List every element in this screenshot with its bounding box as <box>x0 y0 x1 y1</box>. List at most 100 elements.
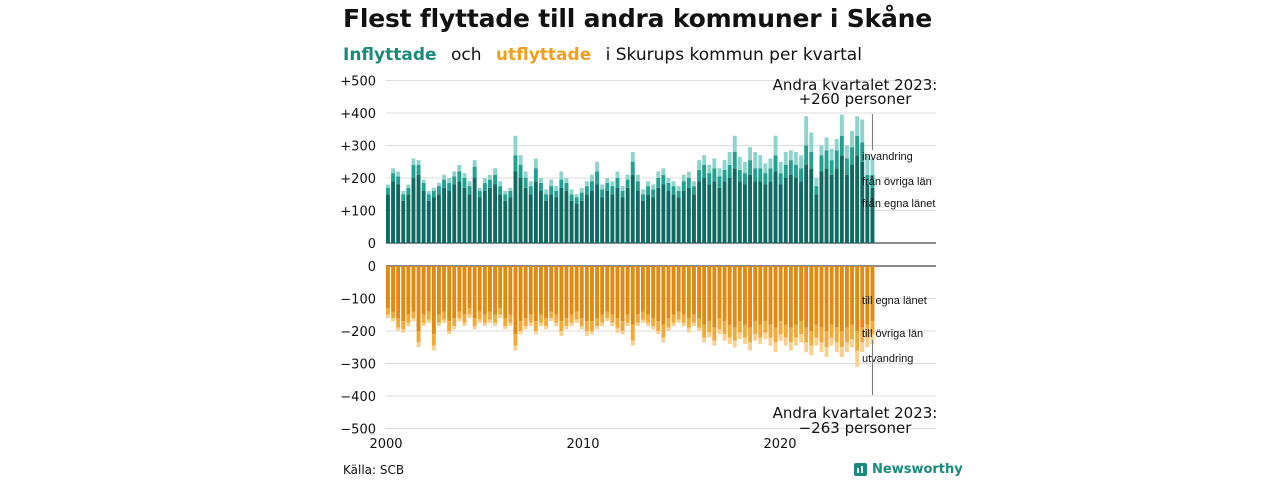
bar-in-0 <box>447 191 452 243</box>
bar-in-2 <box>421 179 426 183</box>
bar-out-1 <box>574 311 579 320</box>
bar-in-1 <box>630 161 635 175</box>
bar-in-1 <box>646 186 650 195</box>
bar-in-2 <box>758 155 763 169</box>
series-label: utvandring <box>862 353 913 365</box>
bar-out-0 <box>590 266 594 322</box>
bar-out-2 <box>447 331 452 335</box>
bar-in-0 <box>406 194 411 243</box>
bar-out-2 <box>702 337 707 343</box>
bar-in-0 <box>477 197 482 243</box>
bar-in-0 <box>533 181 538 243</box>
source-note: Källa: SCB <box>343 463 405 477</box>
bar-out-0 <box>477 266 482 312</box>
bar-in-1 <box>533 168 538 182</box>
bar-out-2 <box>416 342 421 348</box>
bar-in-2 <box>396 171 401 177</box>
bar-in-1 <box>457 171 462 182</box>
bar-in-1 <box>753 168 758 182</box>
bar-in-0 <box>426 200 431 243</box>
bar-out-0 <box>676 266 681 312</box>
bar-out-0 <box>467 266 472 309</box>
bar-in-2 <box>482 178 487 183</box>
bar-out-0 <box>783 266 788 325</box>
bar-out-1 <box>396 318 401 328</box>
bar-in-2 <box>559 171 564 180</box>
series-label: från övriga län <box>862 176 932 188</box>
bar-in-1 <box>579 192 584 201</box>
bar-out-2 <box>544 326 548 330</box>
bar-out-0 <box>533 266 538 322</box>
bar-in-2 <box>554 186 559 191</box>
bar-in-2 <box>748 147 752 161</box>
bar-out-0 <box>508 266 513 315</box>
bar-in-2 <box>870 158 875 175</box>
bar-in-0 <box>620 197 625 243</box>
bar-in-2 <box>819 145 824 156</box>
bar-in-1 <box>788 160 793 175</box>
bar-in-0 <box>584 194 589 243</box>
bar-in-0 <box>452 184 457 243</box>
bar-in-0 <box>518 178 523 243</box>
bar-out-2 <box>707 332 712 338</box>
bar-in-0 <box>788 174 793 243</box>
bar-in-0 <box>737 181 742 243</box>
bar-out-1 <box>533 321 538 331</box>
bar-in-0 <box>615 187 620 243</box>
bar-in-1 <box>493 174 497 185</box>
bar-out-2 <box>513 345 518 351</box>
bar-in-2 <box>477 187 482 191</box>
bar-out-1 <box>814 324 819 338</box>
bar-out-1 <box>406 314 411 323</box>
bar-out-0 <box>544 266 548 318</box>
bar-in-1 <box>717 176 722 188</box>
bar-in-2 <box>584 181 589 187</box>
bar-out-0 <box>615 266 620 318</box>
bar-in-0 <box>569 200 574 243</box>
bar-in-0 <box>661 184 666 243</box>
bar-in-2 <box>681 174 686 182</box>
bar-out-1 <box>595 318 599 327</box>
bar-out-2 <box>824 347 829 357</box>
bar-out-2 <box>600 322 605 327</box>
bar-out-0 <box>870 266 875 322</box>
annotation-line2: −263 personer <box>799 419 913 437</box>
bar-in-2 <box>671 181 676 187</box>
bar-out-2 <box>457 318 462 322</box>
bar-out-1 <box>753 321 758 335</box>
bar-out-2 <box>794 337 798 346</box>
y-tick-label: +300 <box>340 140 376 155</box>
bar-in-0 <box>686 187 691 243</box>
bar-out-0 <box>697 266 701 318</box>
bar-in-1 <box>426 194 431 201</box>
bar-out-1 <box>472 318 477 327</box>
y-tick-label: −500 <box>340 423 376 438</box>
bar-out-2 <box>431 345 436 351</box>
bar-in-1 <box>482 182 487 191</box>
bar-out-0 <box>396 266 401 318</box>
bar-out-0 <box>824 266 829 331</box>
bar-out-2 <box>773 342 778 353</box>
bar-in-1 <box>447 182 452 191</box>
bar-in-2 <box>676 186 681 191</box>
bar-out-1 <box>845 327 849 343</box>
bar-out-0 <box>610 266 615 315</box>
bar-out-2 <box>498 314 503 318</box>
bar-out-0 <box>391 266 395 312</box>
bar-in-2 <box>753 152 758 169</box>
bar-in-2 <box>590 174 594 182</box>
bar-in-0 <box>549 194 554 243</box>
bar-out-2 <box>391 318 395 322</box>
bar-in-0 <box>834 168 839 243</box>
bar-in-0 <box>671 194 676 243</box>
bar-in-2 <box>727 152 732 165</box>
bar-in-2 <box>646 181 650 187</box>
bar-out-2 <box>809 345 814 356</box>
bar-in-2 <box>549 179 554 187</box>
bar-in-1 <box>396 176 401 185</box>
bar-out-0 <box>386 266 390 309</box>
bar-in-0 <box>590 191 594 243</box>
bar-out-2 <box>518 331 523 335</box>
bar-in-2 <box>845 145 849 159</box>
y-tick-label: −300 <box>340 358 376 373</box>
